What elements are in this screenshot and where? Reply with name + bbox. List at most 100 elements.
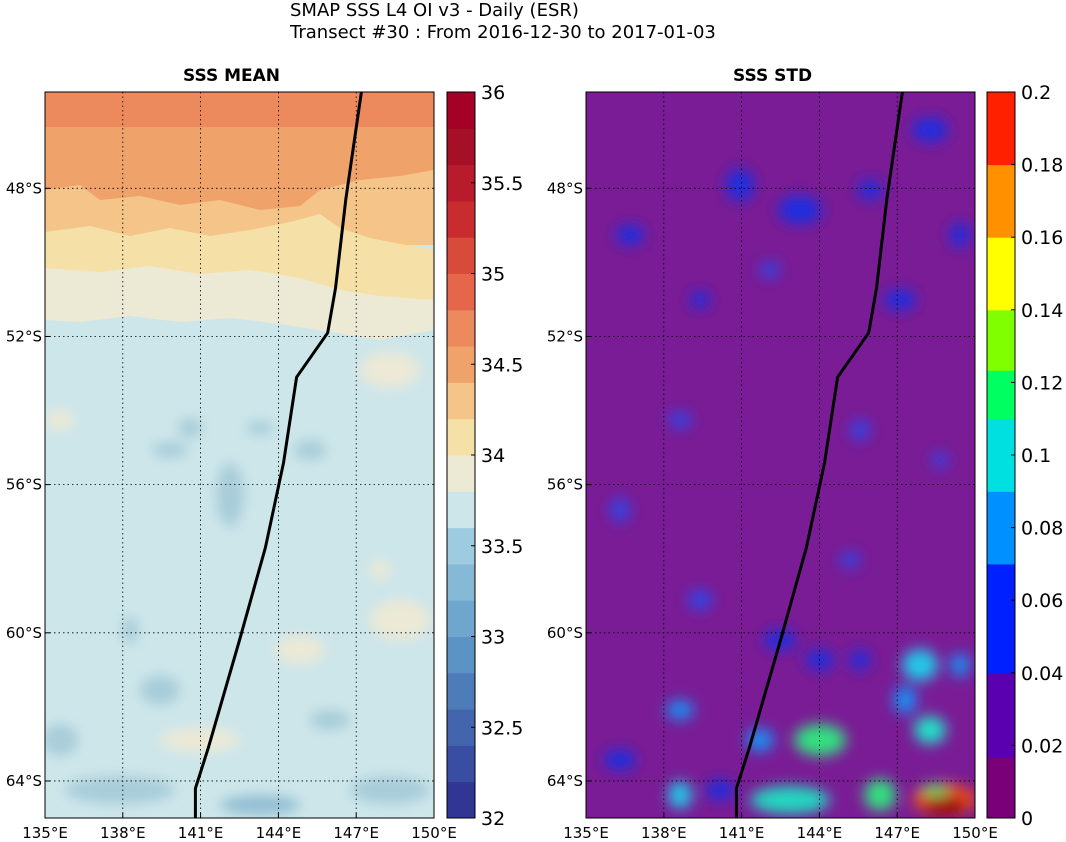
colorbar-band: [987, 781, 1015, 795]
panel-sss-std-axes: 135°E 138°E 141°E 144°E 147°E 150°E 48°S 52°S 56…: [547, 82, 1063, 842]
colorbar-band: [987, 140, 1015, 153]
colorbar-band: [987, 273, 1015, 287]
colorbar-band: [447, 745, 475, 783]
x-tick-label: 150°E: [952, 824, 998, 842]
plot-frame: [585, 91, 976, 819]
colorbar-band: [987, 576, 1015, 589]
colorbar-tick-label: 0.12: [1021, 372, 1063, 394]
colorbar-band: [987, 176, 1015, 190]
colorbar-band: [447, 455, 475, 492]
colorbar-band: [987, 588, 1015, 601]
colorbar-band: [987, 769, 1015, 783]
x-tick-label: 144°E: [256, 824, 302, 842]
colorbar-band: [987, 672, 1015, 686]
colorbar-band: [447, 709, 475, 746]
colorbar-band: [987, 467, 1015, 480]
colorbar-band: [987, 309, 1015, 323]
x-tick-label: 144°E: [797, 824, 843, 842]
colorbar-band: [447, 346, 475, 383]
colorbar-band: [987, 104, 1015, 117]
colorbar-band: [987, 455, 1015, 468]
colorbar-tick-label: 34.5: [481, 354, 523, 376]
colorbar-band: [447, 600, 475, 637]
colorbar-tick-label: 0: [1021, 808, 1033, 830]
panel-title-sss-std: SSS STD: [733, 66, 813, 86]
colorbar-tick-label: 32.5: [481, 717, 523, 739]
colorbar-band: [987, 660, 1015, 674]
x-tick-label: 147°E: [874, 824, 920, 842]
colorbar-band: [987, 709, 1015, 722]
figure-title-line2: Transect #30 : From 2016-12-30 to 2017-0…: [290, 22, 716, 43]
x-tick-label: 141°E: [178, 824, 224, 842]
colorbar-sss-std: 0 0.02 0.04 0.06 0.08 0.1 0.12 0.14 0.16 0.18 0.2: [986, 82, 1063, 830]
colorbar-tick-label: 0.1: [1021, 445, 1051, 467]
colorbar-tick-label: 0.2: [1021, 82, 1051, 104]
x-tick-label: 138°E: [100, 824, 146, 842]
colorbar-band: [987, 697, 1015, 710]
transect-track-line: [193, 91, 363, 818]
colorbar-band: [987, 600, 1015, 613]
colorbar-band: [987, 406, 1015, 420]
y-tick-label: 52°S: [547, 327, 583, 345]
y-tick-label: 56°S: [547, 476, 583, 494]
colorbar-band: [987, 539, 1015, 553]
colorbar-band: [987, 491, 1015, 504]
colorbar-tick-label: 0.06: [1021, 590, 1063, 612]
x-tick-label: 135°E: [563, 824, 609, 842]
y-tick-label: 60°S: [6, 624, 42, 642]
figure-title-line1: SMAP SSS L4 OI v3 - Daily (ESR): [290, 0, 579, 21]
colorbar-band: [987, 793, 1015, 807]
plot-frame: [44, 91, 435, 819]
colorbar-tick-label: 0.14: [1021, 300, 1063, 322]
panel-sss-mean-axes: 135°E 138°E 141°E 144°E 147°E 150°E 48°S 52°S 56…: [6, 82, 523, 842]
colorbar-band: [987, 515, 1015, 529]
colorbar-band: [987, 297, 1015, 311]
x-tick-label: 141°E: [719, 824, 765, 842]
colorbar-band: [987, 116, 1015, 129]
colorbar-band: [987, 321, 1015, 335]
colorbar-band: [987, 563, 1015, 577]
colorbar-tick-label: 33.5: [481, 536, 523, 558]
sss-std-field: [586, 92, 975, 818]
x-tick-label: 138°E: [641, 824, 687, 842]
y-tick-label: 48°S: [6, 179, 42, 197]
colorbar-band: [447, 200, 475, 238]
colorbar-band: [987, 624, 1015, 637]
colorbar-band: [447, 527, 475, 565]
colorbar-band: [987, 249, 1015, 262]
colorbar-band: [987, 152, 1015, 166]
colorbar-band: [987, 430, 1015, 444]
colorbar-band: [987, 188, 1015, 202]
colorbar-tick-label: 35: [481, 264, 505, 286]
x-tick-label: 135°E: [22, 824, 68, 842]
colorbar-band: [987, 200, 1015, 214]
colorbar-band: [447, 309, 475, 347]
y-tick-label: 48°S: [547, 179, 583, 197]
y-tick-label: 64°S: [6, 772, 42, 790]
colorbar-tick-label: 36: [481, 82, 505, 104]
colorbar-band: [447, 128, 475, 166]
colorbar-band: [987, 612, 1015, 625]
colorbar-band: [987, 394, 1015, 408]
colorbar-band: [447, 491, 475, 529]
colorbar-band: [447, 164, 475, 202]
colorbar-band: [447, 672, 475, 710]
colorbar-band: [987, 745, 1015, 758]
colorbar-band: [987, 721, 1015, 734]
colorbar-tick-label: 0.04: [1021, 663, 1063, 685]
panel-title-sss-mean: SSS MEAN: [183, 66, 281, 86]
colorbar-tick-label: 32: [481, 808, 505, 830]
y-tick-label: 64°S: [547, 772, 583, 790]
colorbar-band: [987, 261, 1015, 274]
colorbar-band: [987, 757, 1015, 771]
y-tick-label: 52°S: [6, 327, 42, 345]
colorbar-band: [987, 418, 1015, 432]
transect-track-line: [734, 91, 904, 818]
colorbar-tick-label: 0.02: [1021, 735, 1063, 757]
colorbar-band: [447, 418, 475, 456]
colorbar-band: [987, 370, 1015, 383]
colorbar-band: [987, 346, 1015, 359]
colorbar-band: [447, 636, 475, 674]
colorbar-band: [987, 92, 1015, 105]
colorbar-band: [987, 503, 1015, 516]
